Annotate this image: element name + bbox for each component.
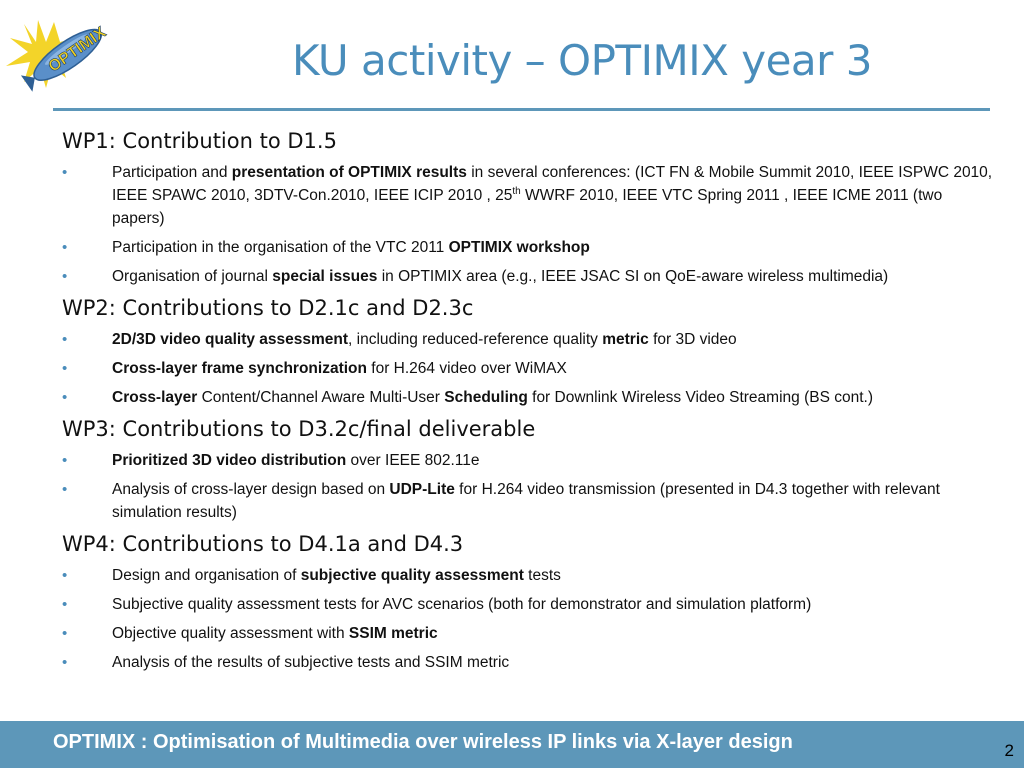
- text-run: WWRF 2010, IEEE VTC Spring 2011 , IEEE I…: [112, 187, 943, 227]
- bold-text: Prioritized 3D video distribution: [112, 452, 347, 469]
- bullet-icon: •: [62, 596, 68, 613]
- wp-section: WP4: Contributions to D4.1a and D4.3 • Des…: [62, 531, 998, 674]
- bullet-icon: •: [62, 567, 68, 584]
- text-run: for H.264 video over WiMAX: [366, 360, 567, 377]
- bullet-item: • Prioritized 3D video distribution over …: [62, 449, 998, 472]
- text-run: Participation in the organisation of the…: [112, 239, 449, 256]
- bullet-item: • Cross-layer Content/Channel Aware Multi…: [62, 386, 998, 409]
- bullet-icon: •: [62, 268, 68, 285]
- slide-title: KU activity – OPTIMIX year 3: [292, 36, 872, 85]
- wp-section: WP1: Contribution to D1.5 • Participation …: [62, 128, 998, 288]
- section-heading: WP2: Contributions to D2.1c and D2.3c: [62, 296, 474, 320]
- bullet-icon: •: [62, 389, 68, 406]
- text-run: in OPTIMIX area (e.g., IEEE JSAC SI on Q…: [377, 268, 889, 285]
- text-run: for 3D video: [648, 331, 737, 348]
- bold-text: subjective quality assessment: [300, 567, 524, 584]
- section-heading: WP4: Contributions to D4.1a and D4.3: [62, 532, 464, 556]
- bold-text: metric: [602, 331, 649, 348]
- bold-text: Cross-layer frame synchronization: [112, 360, 367, 377]
- bold-text: Cross-layer: [112, 389, 198, 406]
- optimix-logo: OPTIMIX: [4, 16, 114, 96]
- text-run: over IEEE 802.11e: [346, 452, 480, 469]
- text-run: for Downlink Wireless Video Streaming (B…: [527, 389, 873, 406]
- page-number: 2: [1004, 741, 1014, 760]
- text-run: Objective quality assessment with: [112, 625, 349, 642]
- bullet-icon: •: [62, 452, 68, 469]
- bullet-item: • Participation and presentation of OPTIM…: [62, 161, 998, 230]
- bullet-item: • Subjective quality assessment tests for…: [62, 593, 998, 616]
- text-run: tests: [523, 567, 561, 584]
- bold-text: OPTIMIX workshop: [448, 239, 590, 256]
- bullet-list: • Participation and presentation of OPTIM…: [62, 161, 998, 288]
- bold-text: presentation of OPTIMIX results: [231, 164, 467, 181]
- footer-bar: OPTIMIX : Optimisation of Multimedia ove…: [0, 721, 1024, 768]
- bullet-item: • Analysis of cross-layer design based on…: [62, 478, 998, 524]
- bullet-icon: •: [62, 654, 68, 671]
- section-heading: WP3: Contributions to D3.2c/final delive…: [62, 417, 536, 441]
- section-heading: WP1: Contribution to D1.5: [62, 129, 337, 153]
- text-run: Content/Channel Aware Multi-User: [197, 389, 445, 406]
- bullet-icon: •: [62, 239, 68, 256]
- bullet-item: • 2D/3D video quality assessment, includi…: [62, 328, 998, 351]
- text-run: , including reduced-reference quality: [348, 331, 603, 348]
- bullet-list: • Design and organisation of subjective q…: [62, 564, 998, 674]
- bullet-item: • Analysis of the results of subjective t…: [62, 651, 998, 674]
- bullet-item: • Organisation of journal special issues …: [62, 265, 998, 288]
- text-run: Subjective quality assessment tests for …: [112, 596, 812, 613]
- bullet-list: • 2D/3D video quality assessment, includi…: [62, 328, 998, 409]
- text-run: th: [512, 185, 521, 197]
- slide-content: WP1: Contribution to D1.5 • Participation …: [62, 128, 998, 681]
- bullet-icon: •: [62, 164, 68, 181]
- bold-text: special issues: [272, 268, 378, 285]
- bold-text: 2D/3D video quality assessment: [112, 331, 349, 348]
- bullet-icon: •: [62, 331, 68, 348]
- title-divider: [53, 108, 990, 111]
- bullet-icon: •: [62, 481, 68, 498]
- bullet-icon: •: [62, 360, 68, 377]
- text-run: Participation and: [112, 164, 232, 181]
- footer-text: OPTIMIX : Optimisation of Multimedia ove…: [53, 731, 793, 753]
- text-run: Organisation of journal: [112, 268, 273, 285]
- wp-section: WP2: Contributions to D2.1c and D2.3c • 2D…: [62, 295, 998, 409]
- bullet-list: • Prioritized 3D video distribution over …: [62, 449, 998, 524]
- wp-section: WP3: Contributions to D3.2c/final delive…: [62, 416, 998, 524]
- bullet-item: • Cross-layer frame synchronization for H…: [62, 357, 998, 380]
- bold-text: Scheduling: [444, 389, 528, 406]
- bullet-item: • Participation in the organisation of th…: [62, 236, 998, 259]
- text-run: for H.264 video transmission (presented …: [112, 481, 940, 521]
- bold-text: SSIM metric: [348, 625, 438, 642]
- bullet-icon: •: [62, 625, 68, 642]
- bold-text: UDP-Lite: [389, 481, 455, 498]
- text-run: Design and organisation of: [112, 567, 301, 584]
- bullet-item: • Objective quality assessment with SSIM …: [62, 622, 998, 645]
- text-run: Analysis of cross-layer design based on: [112, 481, 390, 498]
- bullet-item: • Design and organisation of subjective q…: [62, 564, 998, 587]
- text-run: in several conferences: (ICT FN & Mobile…: [112, 164, 993, 204]
- text-run: Analysis of the results of subjective te…: [112, 654, 510, 671]
